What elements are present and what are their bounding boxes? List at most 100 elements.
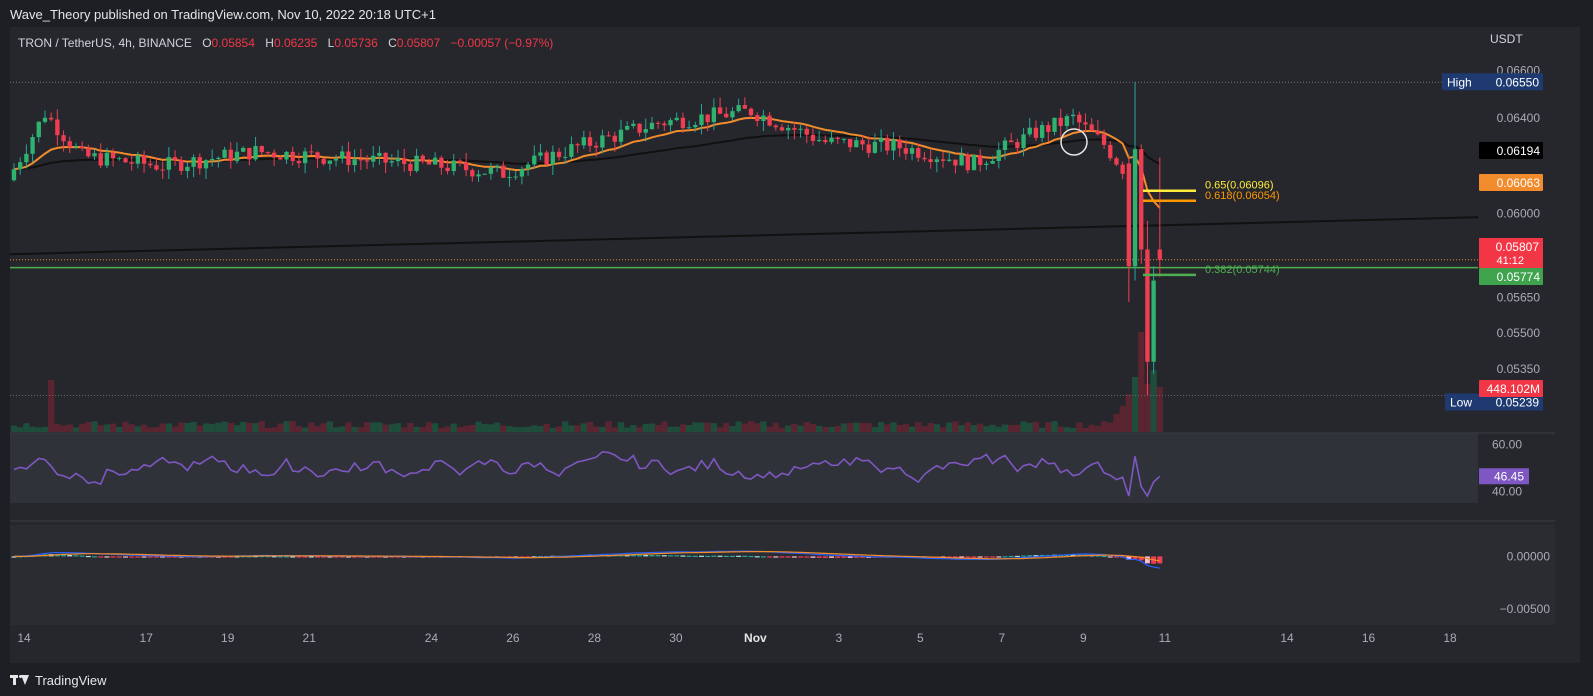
volume-bar: [586, 421, 594, 432]
candle-body: [594, 145, 599, 148]
candle: [135, 151, 141, 169]
volume-bar: [79, 423, 86, 432]
volume-bar: [1119, 406, 1126, 432]
high-value: 0.06235: [274, 36, 318, 50]
macd-histogram-bar: [1101, 555, 1107, 558]
candle-body: [86, 148, 91, 157]
candle: [278, 155, 283, 160]
candle: [377, 146, 382, 165]
candle-body: [1114, 158, 1119, 165]
candle-body: [408, 163, 413, 171]
candle: [513, 170, 518, 181]
volume-bar: [933, 424, 940, 432]
volume-bar: [425, 422, 433, 432]
candle: [1015, 138, 1020, 154]
volume-bar: [686, 425, 693, 432]
candle: [210, 149, 215, 167]
volume-bar: [320, 423, 327, 432]
candle-body: [903, 148, 909, 154]
candle: [1064, 113, 1070, 130]
candle-body: [581, 137, 586, 146]
low-label: L: [328, 36, 335, 50]
x-tick-label: Nov: [744, 631, 767, 645]
volume-bar: [760, 421, 767, 432]
candle-body: [141, 155, 147, 164]
volume-bar: [1150, 370, 1157, 432]
y-tick-label: 0.05500: [1497, 326, 1541, 340]
volume-bar: [512, 427, 519, 432]
candle-body: [309, 151, 314, 153]
volume-bar: [630, 425, 637, 432]
macd-histogram-bar: [674, 555, 680, 557]
candle: [148, 159, 153, 169]
macd-histogram-bar: [1039, 554, 1045, 557]
candle-body: [637, 123, 642, 133]
macd-histogram-bar: [643, 555, 649, 557]
volume-bar: [704, 422, 711, 432]
candle-body: [804, 128, 809, 135]
candle: [408, 159, 413, 177]
candle: [476, 170, 481, 182]
publisher-line: Wave_Theory published on TradingView.com…: [10, 7, 436, 22]
macd-histogram-bar: [277, 556, 283, 558]
candle-body: [358, 159, 364, 161]
candle-body: [197, 157, 202, 169]
candle-body: [278, 157, 283, 160]
candle: [432, 152, 438, 165]
tradingview-brand[interactable]: TradingView: [10, 670, 107, 690]
candle: [439, 155, 444, 175]
candle-body: [129, 162, 134, 164]
volume-bar: [401, 427, 408, 432]
volume-bar: [1138, 332, 1145, 432]
candle: [810, 128, 816, 146]
candle: [792, 122, 797, 140]
symbol-label: TRON / TetherUS, 4h, BINANCE: [18, 36, 192, 50]
high-label: H: [265, 36, 274, 50]
macd-histogram-bar: [73, 555, 79, 557]
macd-histogram-bar: [754, 556, 760, 558]
candle: [123, 157, 128, 163]
macd-histogram-bar: [333, 556, 339, 558]
candle: [841, 138, 847, 144]
candle: [693, 121, 698, 132]
candle-body: [872, 141, 878, 153]
macd-histogram-bar: [370, 556, 376, 558]
volume-bar: [599, 426, 606, 432]
macd-histogram-bar: [699, 555, 704, 557]
macd-histogram-bar: [952, 556, 958, 558]
candle: [463, 152, 469, 177]
candle-body: [959, 154, 964, 166]
candle: [191, 154, 196, 178]
volume-bar: [1020, 421, 1027, 432]
candle-body: [816, 140, 822, 142]
volume-bar: [258, 421, 265, 432]
candle: [699, 104, 704, 135]
volume-bar: [116, 426, 123, 432]
last-price-tag-bg: [1479, 238, 1543, 268]
candle: [916, 143, 921, 162]
candle: [569, 136, 574, 160]
candle-body: [1052, 117, 1057, 132]
candle-body: [730, 111, 735, 118]
candle-body: [1046, 125, 1051, 132]
macd-tick-label: 0.00000: [1507, 549, 1551, 563]
candle-body: [823, 140, 828, 143]
candle-body: [525, 164, 531, 170]
macd-histogram-bar: [1126, 556, 1132, 560]
volume-bar: [562, 421, 569, 432]
volume-bar: [233, 425, 241, 432]
volume-bar: [518, 427, 525, 432]
macd-histogram-bar: [308, 556, 314, 558]
volume-bar: [1156, 387, 1163, 432]
macd-histogram-bar: [785, 556, 791, 558]
volume-bar: [376, 422, 383, 432]
high-tag-label: High: [1447, 75, 1472, 89]
candle-body: [284, 151, 289, 160]
candle: [327, 160, 333, 171]
volume-bar: [419, 427, 426, 432]
candle: [767, 111, 772, 127]
candle: [247, 147, 252, 166]
macd-histogram-bar: [153, 556, 159, 558]
macd-histogram-bar: [717, 555, 723, 557]
